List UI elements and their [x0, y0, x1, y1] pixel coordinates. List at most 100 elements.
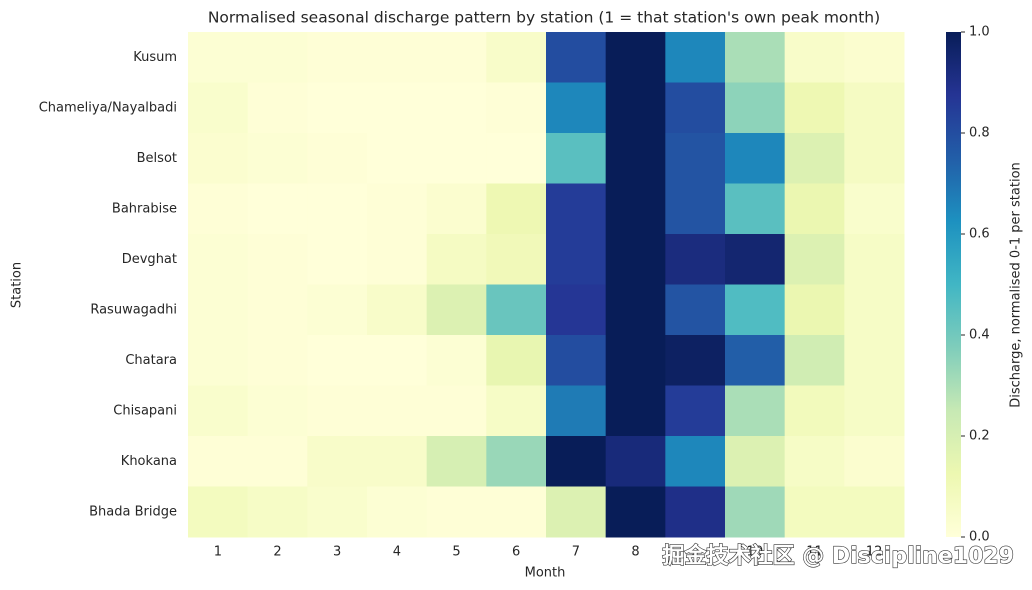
heatmap-cell — [188, 183, 249, 235]
heatmap-cell — [247, 486, 308, 538]
x-tick-label: 2 — [273, 545, 281, 560]
x-axis-label: Month — [525, 566, 566, 581]
heatmap-cell — [188, 32, 249, 83]
heatmap-cell — [307, 436, 368, 487]
heatmap-cell — [665, 82, 726, 134]
heatmap-cell — [665, 486, 726, 538]
colorbar-tick-label: 1.0 — [969, 25, 990, 40]
colorbar — [946, 32, 961, 537]
heatmap-cell — [426, 385, 487, 437]
heatmap-cell — [367, 486, 428, 538]
heatmap-cell — [188, 436, 249, 487]
colorbar-tick-label: 0.0 — [969, 530, 990, 545]
heatmap-cell — [605, 486, 666, 538]
x-tick-label: 5 — [452, 545, 460, 560]
heatmap-cell — [426, 133, 487, 184]
heatmap-cell — [307, 385, 368, 437]
y-tick-label: Kusum — [133, 50, 177, 65]
colorbar-tick-label: 0.8 — [969, 126, 990, 141]
heatmap-cell — [247, 385, 308, 437]
heatmap-cell — [665, 436, 726, 487]
x-tick-label: 10 — [747, 545, 764, 560]
heatmap-cell — [844, 234, 905, 285]
heatmap-cell — [546, 335, 607, 386]
heatmap-cell — [486, 436, 547, 487]
heatmap-cell — [486, 335, 547, 386]
heatmap-cell — [665, 183, 726, 235]
heatmap-cell — [725, 183, 786, 235]
heatmap-cell — [426, 284, 487, 336]
heatmap-cell — [367, 335, 428, 386]
heatmap-cell — [784, 183, 845, 235]
heatmap-cell — [486, 486, 547, 538]
heatmap-cell — [486, 133, 547, 184]
heatmap-cell — [247, 284, 308, 336]
heatmap-cell — [486, 284, 547, 336]
heatmap-cell — [605, 32, 666, 83]
heatmap-cell — [247, 133, 308, 184]
heatmap-cell — [486, 32, 547, 83]
heatmap-cell — [307, 32, 368, 83]
x-tick-label: 3 — [333, 545, 341, 560]
heatmap-cell — [188, 284, 249, 336]
heatmap-cell — [307, 284, 368, 336]
heatmap-cell — [665, 335, 726, 386]
y-tick-label: Bhada Bridge — [89, 504, 177, 519]
y-tick-label: Bahrabise — [112, 201, 177, 216]
heatmap-cell — [844, 133, 905, 184]
heatmap-cell — [725, 436, 786, 487]
heatmap-cell — [426, 183, 487, 235]
heatmap-cell — [844, 486, 905, 538]
y-tick-label: Rasuwagadhi — [90, 302, 177, 317]
heatmap-cell — [367, 82, 428, 134]
heatmap-cell — [546, 234, 607, 285]
heatmap-cell — [486, 385, 547, 437]
heatmap-cell — [307, 133, 368, 184]
colorbar-label: Discharge, normalised 0-1 per station — [1009, 162, 1024, 408]
heatmap-cell — [546, 385, 607, 437]
heatmap-cell — [188, 385, 249, 437]
heatmap-cell — [546, 82, 607, 134]
heatmap-cell — [605, 436, 666, 487]
heatmap-cell — [605, 335, 666, 386]
x-tick-label: 8 — [631, 545, 639, 560]
heatmap-cell — [188, 335, 249, 386]
heatmap-cell — [426, 32, 487, 83]
heatmap-cell — [844, 284, 905, 336]
heatmap-cell — [546, 284, 607, 336]
y-tick-label: Chameliya/Nayalbadi — [39, 100, 177, 115]
watermark: 掘金技术社区 @ Discipline1029 — [663, 543, 1014, 569]
heatmap-cell — [188, 234, 249, 285]
x-tick-label: 12 — [866, 545, 883, 560]
heatmap-cell — [367, 183, 428, 235]
heatmap-cell — [784, 436, 845, 487]
heatmap-cell — [247, 32, 308, 83]
heatmap-cell — [844, 32, 905, 83]
heatmap-cell — [665, 284, 726, 336]
x-tick-label: 11 — [806, 545, 823, 560]
colorbar-tick-label: 0.4 — [969, 328, 990, 343]
heatmap-cell — [307, 82, 368, 134]
heatmap-cell — [426, 486, 487, 538]
heatmap-cell — [367, 234, 428, 285]
heatmap-cell — [367, 436, 428, 487]
y-tick-label: Khokana — [121, 454, 177, 469]
heatmap-cell — [367, 133, 428, 184]
heatmap-cell — [605, 284, 666, 336]
heatmap-cell — [367, 32, 428, 83]
heatmap-cell — [605, 133, 666, 184]
heatmap-cell — [784, 32, 845, 83]
y-tick-label: Chatara — [125, 353, 177, 368]
heatmap-cell — [844, 82, 905, 134]
heatmap-cell — [486, 234, 547, 285]
heatmap-cell — [605, 385, 666, 437]
heatmap-cell — [784, 82, 845, 134]
heatmap-cell — [844, 335, 905, 386]
heatmap-cell — [367, 385, 428, 437]
heatmap-cell — [307, 234, 368, 285]
heatmap-cell — [188, 133, 249, 184]
heatmap-cell — [665, 385, 726, 437]
y-tick-label: Chisapani — [113, 403, 177, 418]
heatmap-cell — [188, 486, 249, 538]
